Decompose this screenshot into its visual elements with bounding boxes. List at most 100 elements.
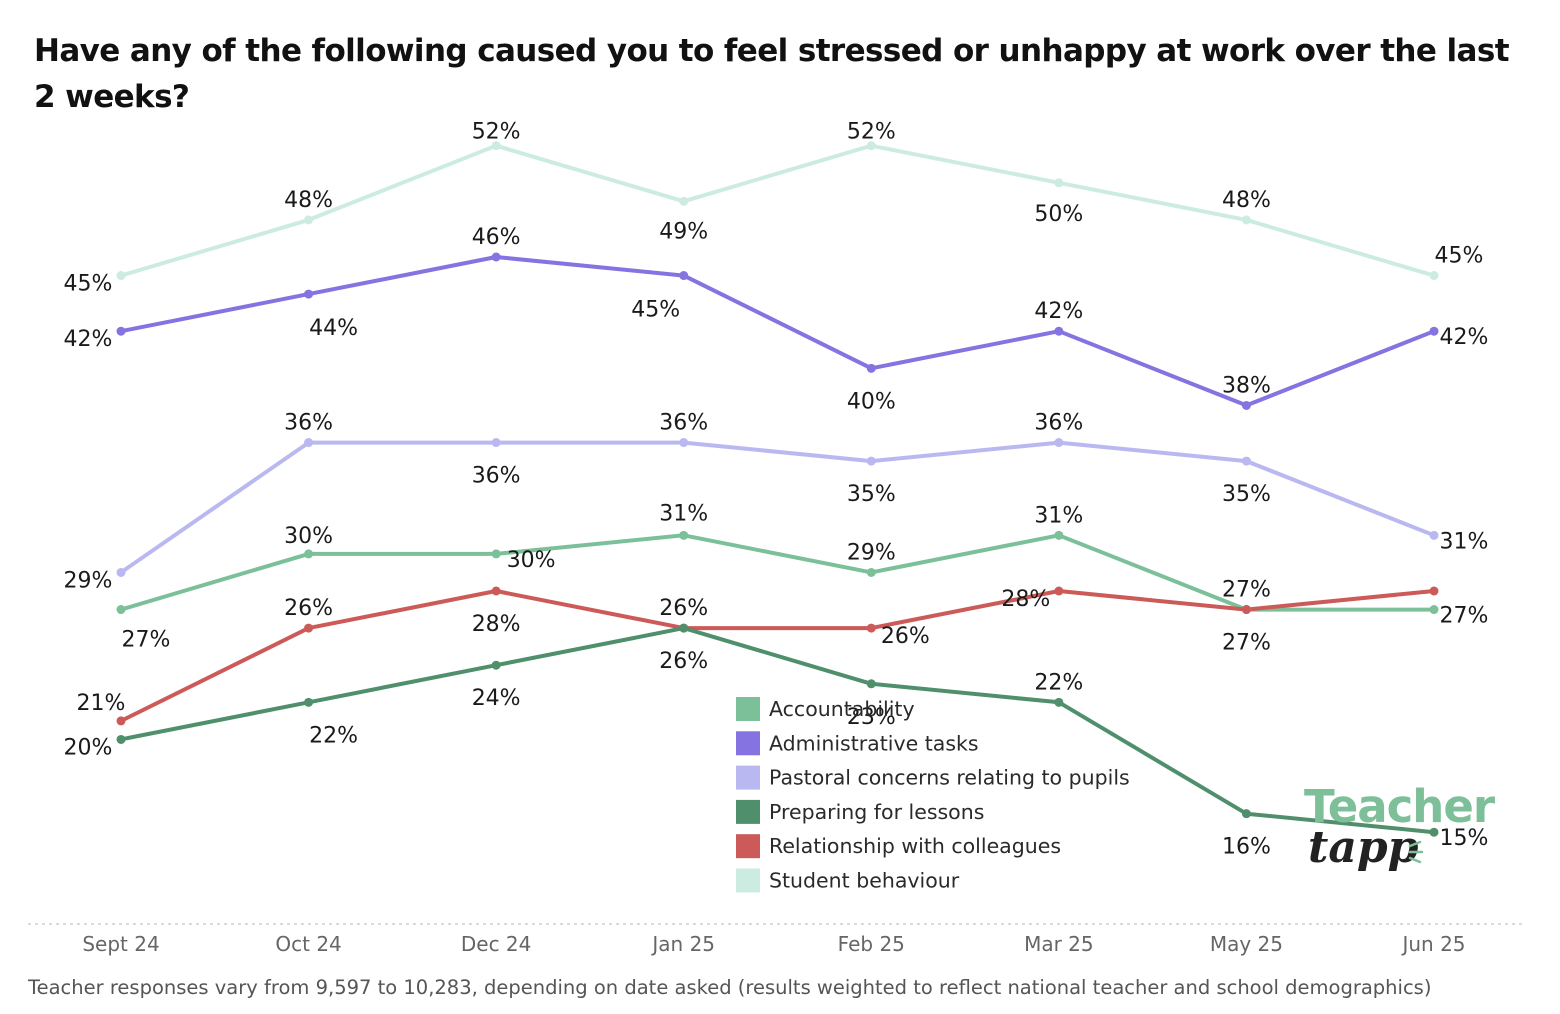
data-label: 40% — [847, 389, 896, 414]
data-point — [679, 438, 689, 448]
footnote: Teacher responses vary from 9,597 to 10,… — [28, 976, 1432, 999]
data-point — [304, 438, 314, 448]
data-point — [679, 271, 689, 281]
data-point — [866, 141, 876, 151]
data-label: 16% — [1222, 835, 1271, 860]
data-label: 49% — [659, 219, 708, 244]
data-point — [116, 734, 126, 744]
chart-title: Have any of the following caused you to … — [34, 33, 1510, 115]
data-label: 45% — [631, 298, 680, 323]
data-label: 36% — [659, 411, 708, 436]
data-label: 35% — [1222, 482, 1271, 507]
data-label: 27% — [122, 628, 171, 653]
data-label: 24% — [472, 686, 521, 711]
data-point — [1054, 586, 1064, 596]
data-label: 36% — [1034, 411, 1083, 436]
data-label: 30% — [284, 524, 333, 549]
data-point — [1429, 586, 1439, 596]
data-point — [304, 289, 314, 299]
data-point — [1241, 215, 1251, 225]
data-label: 46% — [472, 225, 521, 250]
data-point — [1054, 697, 1064, 707]
series-points — [116, 141, 1439, 837]
x-tick-label: Oct 24 — [275, 932, 341, 956]
data-label: 36% — [472, 464, 521, 489]
data-point — [116, 605, 126, 615]
legend-swatch — [736, 697, 760, 721]
data-label: 23% — [847, 705, 896, 730]
data-point — [866, 567, 876, 577]
data-point — [116, 271, 126, 281]
legend-swatch — [736, 834, 760, 859]
legend-swatch — [736, 799, 760, 824]
x-tick-label: Mar 25 — [1024, 932, 1094, 956]
data-point — [116, 567, 126, 577]
data-point — [1054, 438, 1064, 448]
data-label: 36% — [284, 411, 333, 436]
data-point — [1054, 178, 1064, 188]
data-point — [1054, 326, 1064, 336]
legend-label: Student behaviour — [769, 869, 960, 893]
series-line — [119, 440, 1436, 575]
data-point — [491, 549, 501, 559]
data-label: 45% — [64, 272, 113, 297]
data-point — [866, 679, 876, 689]
data-label: 42% — [1034, 299, 1083, 324]
legend-swatch — [736, 731, 760, 756]
data-point — [866, 363, 876, 373]
data-point — [679, 623, 689, 633]
legend-label: Preparing for lessons — [769, 800, 984, 824]
series-line — [119, 255, 1436, 408]
data-label: 31% — [1440, 529, 1489, 554]
data-point — [116, 716, 126, 726]
legend-label: Pastoral concerns relating to pupils — [769, 766, 1130, 790]
x-tick-label: Jun 25 — [1400, 932, 1465, 956]
logo-spark-icon — [1408, 840, 1424, 864]
legend-swatch — [736, 765, 760, 790]
series-line — [119, 589, 1436, 723]
x-tick-label: May 25 — [1210, 932, 1283, 956]
x-tick-label: Feb 25 — [838, 932, 905, 956]
x-axis-ticks: Sept 24 Oct 24 Dec 24 Jan 25 Feb 25 Mar 25 May… — [82, 932, 1465, 956]
x-tick-label: Sept 24 — [82, 932, 159, 956]
data-point — [491, 141, 501, 151]
data-label: 48% — [1222, 188, 1271, 213]
legend-swatch — [736, 868, 760, 893]
data-label: 44% — [309, 316, 358, 341]
data-label: 20% — [64, 735, 113, 760]
data-label: 48% — [284, 188, 333, 213]
data-label: 50% — [1034, 202, 1083, 227]
data-point — [679, 530, 689, 540]
data-point — [1241, 400, 1251, 410]
legend: Accountability Administrative tasks Pastor… — [736, 697, 1130, 893]
legend-label: Relationship with colleagues — [769, 834, 1061, 858]
logo-line-1: Teacher — [1304, 780, 1495, 833]
series-line — [119, 143, 1436, 278]
data-point — [1241, 456, 1251, 466]
data-point — [1429, 530, 1439, 540]
data-point — [116, 326, 126, 336]
data-point — [866, 623, 876, 633]
data-point — [1241, 605, 1251, 615]
data-point — [491, 252, 501, 262]
series-line — [119, 533, 1436, 612]
data-label: 15% — [1440, 826, 1489, 851]
series-lines — [119, 143, 1436, 835]
legend-label: Accountability — [769, 697, 915, 721]
data-label: 28% — [472, 612, 521, 637]
data-point — [1054, 530, 1064, 540]
data-label: 26% — [659, 649, 708, 674]
data-point — [491, 586, 501, 596]
data-label: 30% — [507, 548, 556, 573]
data-label: 42% — [64, 327, 113, 352]
data-point — [866, 456, 876, 466]
data-label: 22% — [309, 723, 358, 748]
data-label: 35% — [847, 482, 896, 507]
data-point — [679, 196, 689, 206]
data-label: 45% — [1435, 244, 1484, 269]
data-point — [1429, 605, 1439, 615]
legend-label: Administrative tasks — [769, 731, 979, 755]
data-label: 27% — [1222, 631, 1271, 656]
data-label: 52% — [847, 120, 896, 145]
series-line — [119, 626, 1436, 835]
